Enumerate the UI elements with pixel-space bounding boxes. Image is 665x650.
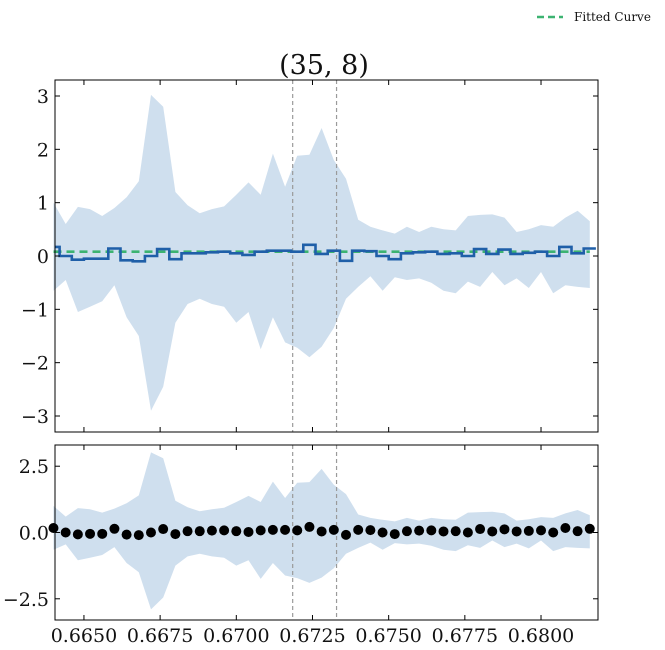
residual-point: [255, 525, 266, 536]
residual-point: [121, 529, 132, 540]
y-tick-label: −2.5: [3, 589, 49, 611]
residual-point: [462, 527, 473, 538]
x-tick-label: 0.6675: [127, 625, 193, 647]
residual-point: [499, 524, 510, 535]
residual-point: [97, 528, 108, 539]
residual-point: [523, 525, 534, 536]
top-reference-lines: [292, 80, 338, 432]
residual-point: [292, 525, 303, 536]
residual-point: [450, 526, 461, 537]
x-tick-label: 0.6775: [432, 625, 498, 647]
residual-point: [60, 527, 71, 538]
top-axes-frame: [54, 79, 599, 433]
bottom-points: [48, 521, 595, 541]
residual-point: [194, 526, 205, 537]
residual-point: [353, 524, 364, 535]
x-tick-label: 0.6650: [51, 625, 117, 647]
y-tick-label: 0.0: [19, 523, 49, 545]
residual-point: [280, 524, 291, 535]
residual-point: [145, 527, 156, 538]
residual-point: [231, 526, 242, 537]
legend-fit-label: Fitted Curve: [574, 10, 651, 24]
residual-point: [377, 527, 388, 538]
residual-point: [426, 525, 437, 536]
y-tick-label: 1: [37, 193, 49, 215]
y-tick-label: 0: [37, 246, 49, 268]
residual-point: [536, 525, 547, 536]
bottom-y-ticks: 2.5 0.0 −2.5: [3, 456, 598, 611]
residual-point: [584, 523, 595, 534]
residual-point: [304, 521, 315, 532]
top-x-ticks: [83, 80, 542, 432]
residual-point: [133, 530, 144, 541]
residual-point: [365, 525, 376, 536]
residual-point: [328, 524, 339, 535]
residual-point: [158, 524, 169, 535]
residual-point: [243, 526, 254, 537]
top-series: [53, 243, 596, 263]
residual-point: [109, 523, 120, 534]
x-tick-label: 0.6700: [203, 625, 269, 647]
legend: Fitted Curve: [537, 10, 651, 24]
residual-point: [560, 522, 571, 533]
y-tick-label: −1: [21, 299, 49, 321]
top-panel: 3 2 1 0 −1 −2 −3: [21, 79, 599, 433]
x-tick-label: 0.6800: [508, 625, 574, 647]
residual-point: [316, 526, 327, 537]
residual-point: [267, 524, 278, 535]
bottom-axes-frame: [54, 444, 599, 621]
y-tick-label: 2.5: [19, 456, 49, 478]
residual-point: [341, 529, 352, 540]
residual-point: [401, 526, 412, 537]
residual-point: [487, 526, 498, 537]
data-step-line: [55, 243, 596, 263]
residual-point: [438, 526, 449, 537]
residual-point: [72, 529, 83, 540]
residual-point: [219, 525, 230, 536]
residual-point: [170, 529, 181, 540]
bottom-x-ticks: 0.6650 0.6675 0.6700 0.6725 0.6750 0.6775 0.68…: [51, 445, 574, 647]
residual-point: [182, 526, 193, 537]
y-tick-label: 2: [37, 139, 49, 161]
residual-point: [85, 528, 96, 539]
residual-point: [48, 522, 59, 533]
residual-point: [414, 525, 425, 536]
y-tick-label: −2: [21, 353, 49, 375]
y-tick-label: 3: [37, 86, 49, 108]
x-tick-label: 0.6750: [355, 625, 421, 647]
residual-point: [475, 524, 486, 535]
residual-point: [511, 526, 522, 537]
residual-point: [572, 526, 583, 537]
bottom-panel: 2.5 0.0 −2.5 0.6650 0.6675 0.6700 0.6725 0.675…: [3, 444, 599, 647]
chart-title: (35, 8): [279, 50, 369, 81]
residual-point: [548, 527, 559, 538]
residual-point: [389, 529, 400, 540]
residual-point: [206, 525, 217, 536]
x-tick-label: 0.6725: [279, 625, 345, 647]
top-y-ticks: 3 2 1 0 −1 −2 −3: [21, 86, 598, 428]
y-tick-label: −3: [21, 406, 49, 428]
